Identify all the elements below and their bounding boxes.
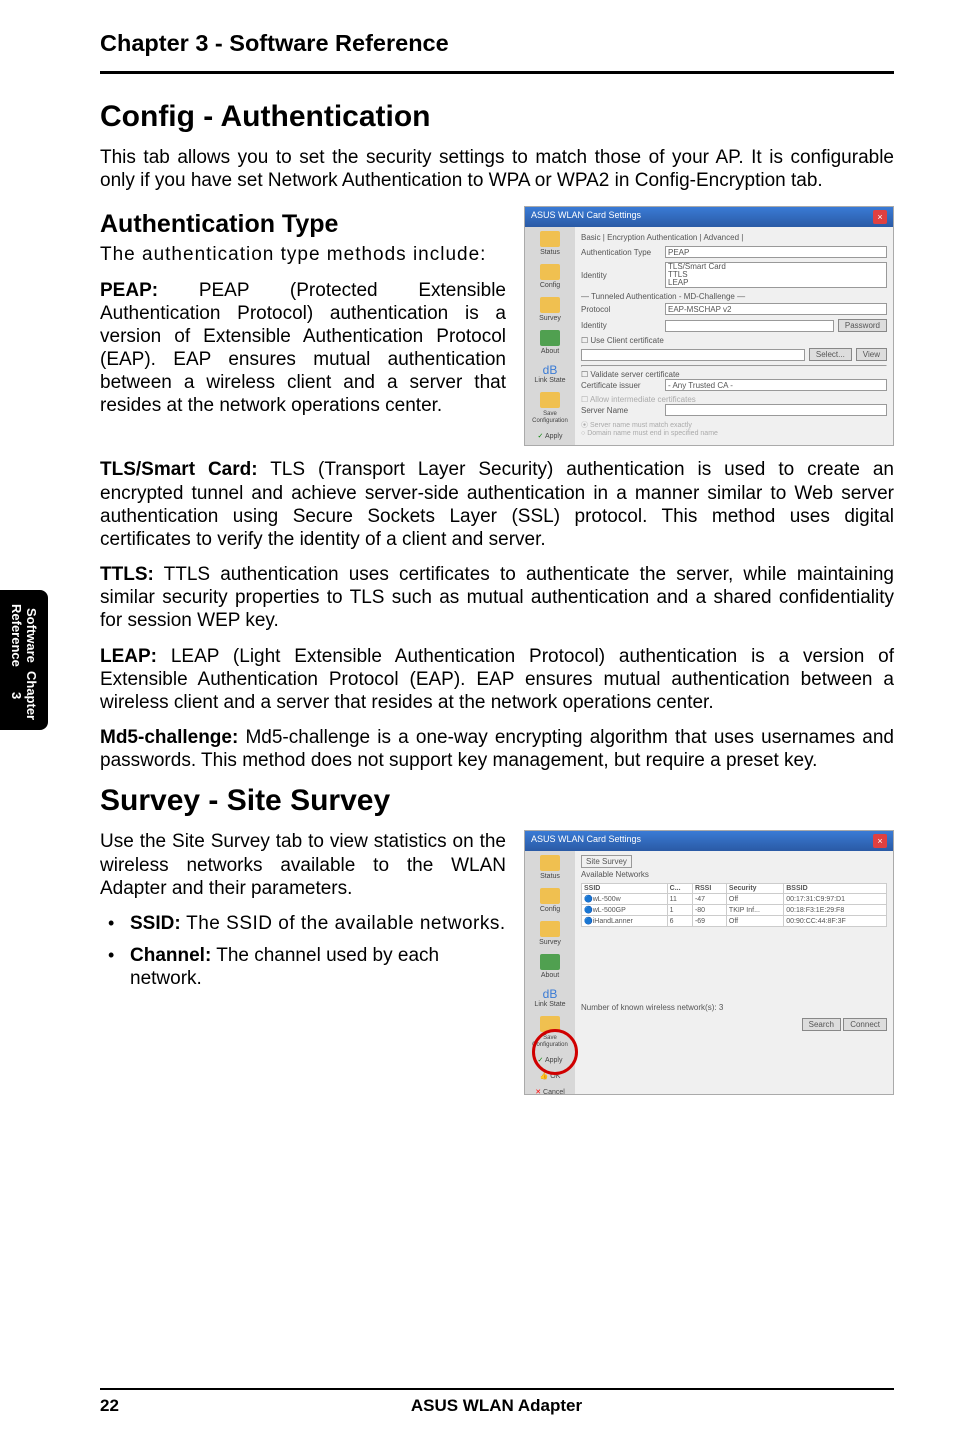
auth-sidebar: Status Config Survey About dBLink State … <box>525 227 575 445</box>
md5-para: Md5-challenge: Md5-challenge is a one-wa… <box>100 726 894 772</box>
auth-body: Status Config Survey About dBLink State … <box>525 227 893 445</box>
identity2-field: Identity Password <box>581 319 887 332</box>
password-button[interactable]: Password <box>838 319 887 332</box>
auth-type-section: Authentication Type The authentication t… <box>100 206 894 446</box>
sidebar-about[interactable]: About <box>527 330 573 355</box>
server-match1[interactable]: ⦿ Server name must match exactly <box>581 420 887 430</box>
search-button[interactable]: Search <box>802 1018 841 1031</box>
table-row[interactable]: 🔵wL-500GP 1 -80 TKIP Inf... 00:18:F3:1E:… <box>582 905 887 916</box>
survey-titlebar: ASUS WLAN Card Settings × <box>525 831 893 851</box>
auth-screenshot: ASUS WLAN Card Settings × Status Config … <box>524 206 894 446</box>
auth-main-panel: Basic | Encryption Authentication | Adva… <box>575 227 893 445</box>
sidebar-status[interactable]: Status <box>527 855 573 880</box>
intro-config: This tab allows you to set the security … <box>100 146 894 192</box>
survey-tab[interactable]: Site Survey <box>581 857 887 866</box>
side-tab-line1: Chapter 3 <box>9 671 39 720</box>
sidebar-config[interactable]: Config <box>527 264 573 289</box>
ssid-bullet: SSID: The SSID of the available networks… <box>104 912 506 936</box>
peap-label: PEAP: <box>100 280 158 301</box>
protocol-field: Protocol EAP-MSCHAP v2 <box>581 303 887 315</box>
chapter-divider <box>100 71 894 74</box>
channel-label: Channel: <box>130 945 211 966</box>
peap-text: PEAP (Protected Extensible Authenticatio… <box>100 280 506 417</box>
networks-table: SSID C... RSSI Security BSSID 🔵wL-500w 1… <box>581 883 887 927</box>
allow-inter[interactable]: ☐ Allow intermediate certificates <box>581 395 887 404</box>
table-header-row: SSID C... RSSI Security BSSID <box>582 884 887 894</box>
survey-screenshot-col: ASUS WLAN Card Settings × Status Config … <box>524 830 894 1095</box>
sidebar-survey[interactable]: Survey <box>527 921 573 946</box>
table-row[interactable]: 🔵wL-500w 11 -47 Off 00:17:31:C9:97:D1 <box>582 894 887 905</box>
sidebar-apply[interactable]: ✓ Apply <box>527 432 573 440</box>
server-match2[interactable]: ○ Domain name must end in specified name <box>581 430 887 437</box>
validate-cert[interactable]: ☐ Validate server certificate <box>581 370 887 379</box>
leap-text: LEAP (Light Extensible Authentication Pr… <box>100 646 894 713</box>
survey-bullets: SSID: The SSID of the available networks… <box>100 912 506 991</box>
auth-type-text-col: Authentication Type The authentication t… <box>100 206 506 446</box>
survey-window-title: ASUS WLAN Card Settings <box>531 834 641 848</box>
page-footer: 22 ASUS WLAN Adapter <box>0 1388 954 1416</box>
side-tab-line2: Software Reference <box>9 600 39 671</box>
sidebar-saveconfig[interactable]: Save Configuration <box>527 392 573 424</box>
page-number: 22 <box>100 1396 119 1416</box>
auth-type-field: Authentication Type PEAP <box>581 246 887 258</box>
channel-bullet: Channel: The channel used by each networ… <box>104 944 506 992</box>
heading-auth-type: Authentication Type <box>100 210 506 239</box>
heading-survey: Survey - Site Survey <box>100 784 894 818</box>
leap-para: LEAP: LEAP (Light Extensible Authenticat… <box>100 645 894 715</box>
sidebar-status[interactable]: Status <box>527 231 573 256</box>
auth-tabs[interactable]: Basic | Encryption Authentication | Adva… <box>581 233 887 242</box>
ttls-para: TTLS: TTLS authentication uses certifica… <box>100 563 894 633</box>
footer-row: 22 ASUS WLAN Adapter <box>100 1396 894 1416</box>
survey-text-col: Use the Site Survey tab to view statisti… <box>100 830 506 1095</box>
survey-body: Status Config Survey About dBLink State … <box>525 851 893 1094</box>
sidebar-config[interactable]: Config <box>527 888 573 913</box>
select-button[interactable]: Select... <box>809 348 852 361</box>
table-row[interactable]: 🔵iHandLanner 6 -69 Off 00:90:CC:44:8F:3F <box>582 916 887 927</box>
tls-para: TLS/Smart Card: TLS (Transport Layer Sec… <box>100 458 894 551</box>
heading-config-auth: Config - Authentication <box>100 100 894 134</box>
survey-intro: Use the Site Survey tab to view statisti… <box>100 830 506 900</box>
footer-title: ASUS WLAN Adapter <box>119 1396 874 1416</box>
tunneled-label: — Tunneled Authentication - MD-Challenge… <box>581 292 887 301</box>
ttls-text: TTLS authentication uses certificates to… <box>100 564 894 631</box>
survey-main-panel: Site Survey Available Networks SSID C...… <box>575 851 893 1094</box>
connect-button[interactable]: Connect <box>843 1018 887 1031</box>
sidebar-linkstate[interactable]: dBLink State <box>527 363 573 384</box>
use-client-cert[interactable]: ☐ Use Client certificate <box>581 336 887 345</box>
network-count: Number of known wireless network(s): 3 <box>581 1003 887 1012</box>
ssid-label: SSID: <box>130 913 181 934</box>
sidebar-about[interactable]: About <box>527 954 573 979</box>
survey-screenshot: ASUS WLAN Card Settings × Status Config … <box>524 830 894 1095</box>
auth-type-select[interactable]: PEAP <box>665 246 887 258</box>
page-content: Chapter 3 - Software Reference Config - … <box>0 0 954 1095</box>
ttls-label: TTLS: <box>100 564 154 585</box>
available-networks-label: Available Networks <box>581 870 887 879</box>
auth-screenshot-col: ASUS WLAN Card Settings × Status Config … <box>524 206 894 446</box>
ssid-text: The SSID of the available networks. <box>181 913 506 934</box>
auth-window-title: ASUS WLAN Card Settings <box>531 210 641 224</box>
protocol-select[interactable]: EAP-MSCHAP v2 <box>665 303 887 315</box>
survey-section: Use the Site Survey tab to view statisti… <box>100 830 894 1095</box>
leap-label: LEAP: <box>100 646 157 667</box>
identity-field: Identity TLS/Smart Card TTLS LEAP <box>581 262 887 288</box>
md5-label: Md5-challenge: <box>100 727 238 748</box>
side-tab: Software Reference Chapter 3 <box>0 590 48 730</box>
close-icon[interactable]: × <box>873 834 887 848</box>
tls-label: TLS/Smart Card: <box>100 459 258 480</box>
close-icon[interactable]: × <box>873 210 887 224</box>
auth-titlebar: ASUS WLAN Card Settings × <box>525 207 893 227</box>
chapter-header: Chapter 3 - Software Reference <box>100 30 894 57</box>
footer-divider <box>100 1388 894 1390</box>
auth-type-intro: The authentication type methods include: <box>100 243 506 266</box>
sidebar-survey[interactable]: Survey <box>527 297 573 322</box>
identity2-input[interactable] <box>665 320 834 332</box>
sidebar-linkstate[interactable]: dBLink State <box>527 987 573 1008</box>
sidebar-cancel[interactable]: ✕ Cancel <box>527 1088 573 1095</box>
view-button[interactable]: View <box>856 348 887 361</box>
peap-para: PEAP: PEAP (Protected Extensible Authent… <box>100 279 506 418</box>
